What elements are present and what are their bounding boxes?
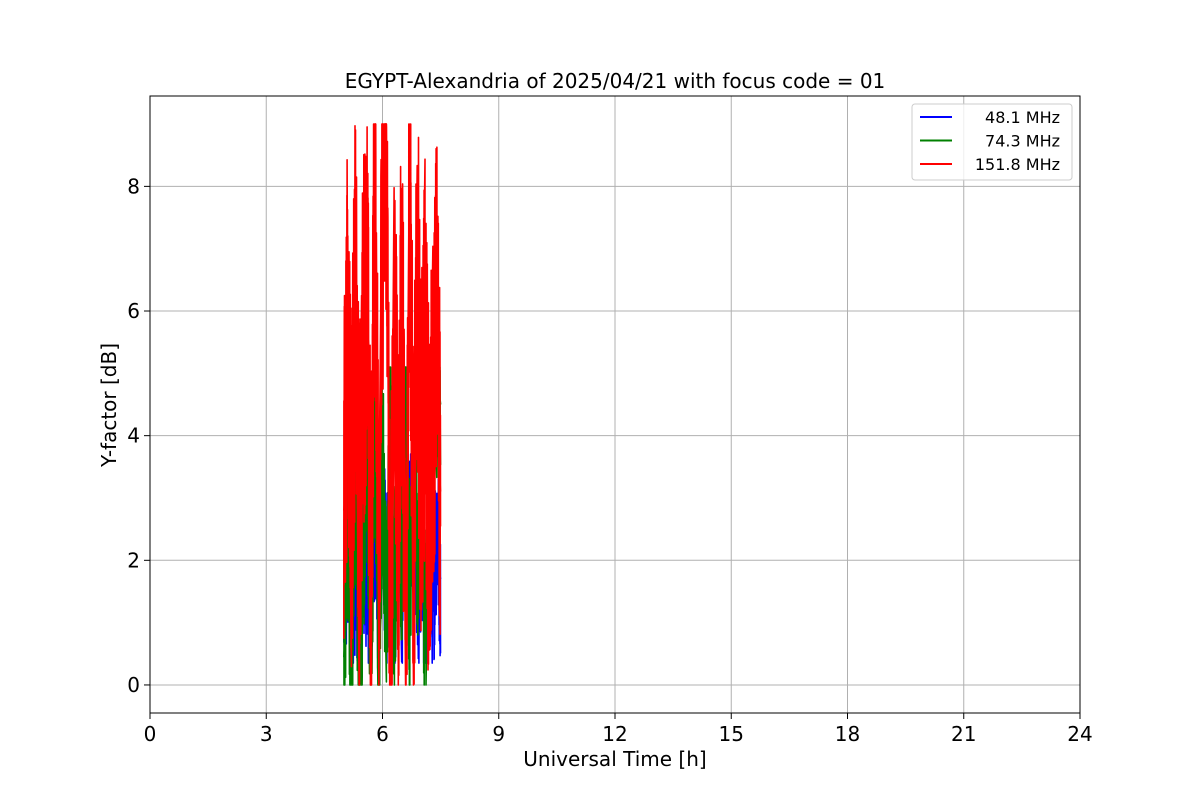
legend-box [911, 103, 1073, 181]
x-axis-label: Universal Time [h] [523, 747, 706, 771]
y-tick-label: 4 [127, 424, 140, 448]
y-tick-label: 2 [127, 548, 140, 572]
plot-area [343, 123, 442, 686]
y-tick-label: 8 [127, 174, 140, 198]
legend-label: 74.3 MHz [985, 132, 1060, 151]
x-tick-label: 12 [602, 722, 627, 746]
y-axis-label: Y-factor [dB] [97, 343, 121, 468]
x-tick-label: 3 [260, 722, 273, 746]
x-tick-label: 6 [376, 722, 389, 746]
series-line-3 [343, 123, 442, 686]
chart-title: EGYPT-Alexandria of 2025/04/21 with focu… [345, 69, 886, 93]
x-tick-label: 18 [835, 722, 860, 746]
x-tick-label: 0 [144, 722, 157, 746]
x-tick-label: 15 [719, 722, 744, 746]
y-tick-label: 0 [127, 673, 140, 697]
legend-label: 151.8 MHz [975, 155, 1060, 174]
legend: 48.1 MHz 74.3 MHz 151.8 MHz [911, 103, 1073, 181]
x-tick-label: 24 [1067, 722, 1092, 746]
y-tick-label: 6 [127, 299, 140, 323]
legend-label: 48.1 MHz [985, 108, 1060, 127]
x-tick-label: 21 [951, 722, 976, 746]
x-tick-label: 9 [492, 722, 505, 746]
